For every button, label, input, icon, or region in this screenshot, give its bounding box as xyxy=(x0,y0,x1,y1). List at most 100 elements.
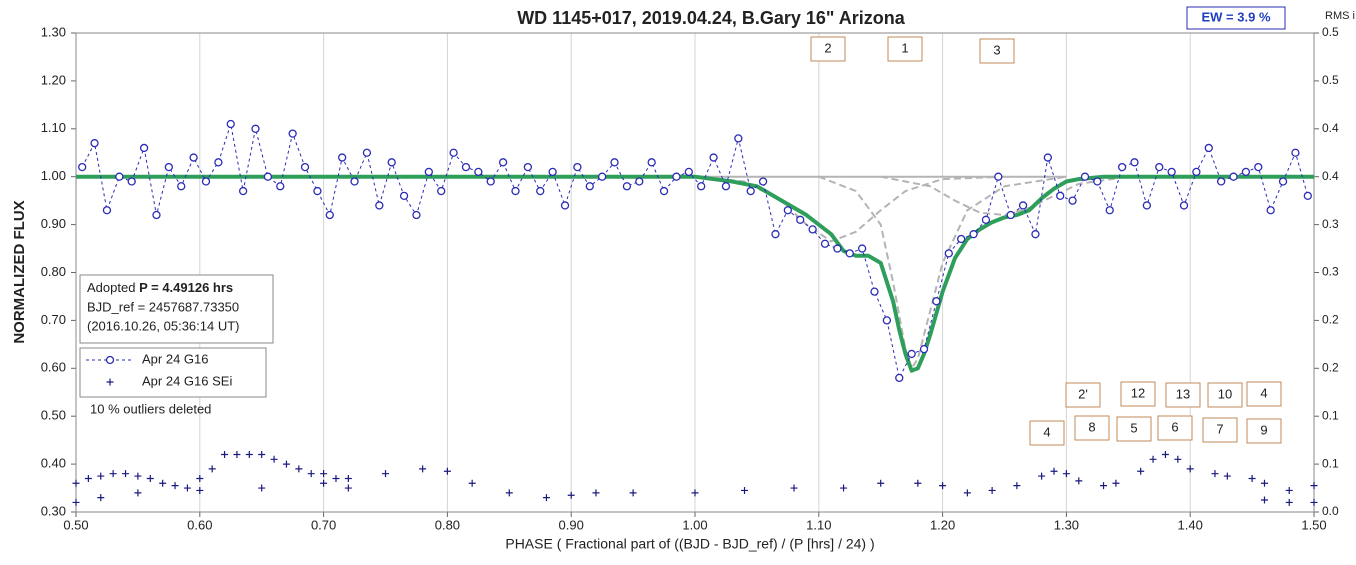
data-point xyxy=(288,129,297,138)
data-point xyxy=(981,215,991,224)
data-point xyxy=(1260,496,1268,504)
annotation-box xyxy=(1246,418,1282,444)
data-point xyxy=(221,451,229,459)
annotation-box xyxy=(1116,416,1152,442)
data-point xyxy=(146,474,154,482)
data-point xyxy=(344,474,352,482)
data-point xyxy=(127,177,136,186)
data-point xyxy=(1080,172,1090,181)
data-point xyxy=(721,182,731,191)
annotation-label: 8 xyxy=(1088,419,1095,434)
data-point xyxy=(1093,177,1102,186)
data-point xyxy=(771,230,780,239)
data-point xyxy=(276,182,285,191)
info-box xyxy=(79,274,274,344)
x-tick-label: 1.30 xyxy=(1054,517,1079,532)
annotation-box xyxy=(1074,415,1110,441)
annotation-label: 12 xyxy=(1131,385,1145,400)
annotation-label: 3 xyxy=(993,42,1000,57)
y2-tick-label: 0.4 xyxy=(1322,121,1339,135)
data-point xyxy=(171,482,179,490)
data-point xyxy=(196,486,204,494)
data-point xyxy=(1229,172,1238,181)
data-point xyxy=(1179,201,1189,210)
data-point xyxy=(741,486,749,494)
data-point xyxy=(758,177,768,186)
y-tick-label: 0.50 xyxy=(41,408,66,423)
data-point xyxy=(486,177,495,186)
data-point xyxy=(139,143,149,153)
data-point xyxy=(567,491,575,499)
y2-tick-label: 0.1 xyxy=(1322,408,1339,422)
data-point xyxy=(338,153,347,162)
data-point xyxy=(122,470,130,478)
data-point xyxy=(560,201,570,210)
note: 10 % outliers deleted xyxy=(90,401,211,416)
data-point xyxy=(109,470,117,478)
data-point xyxy=(709,153,718,162)
data-point xyxy=(734,134,743,143)
y2-tick-label: 0.3 xyxy=(1322,217,1339,231)
legend-marker xyxy=(106,378,114,386)
data-point xyxy=(840,484,848,492)
data-point xyxy=(523,162,533,172)
data-point xyxy=(245,451,253,459)
data-point xyxy=(375,201,384,210)
annotation-label: 4 xyxy=(1260,385,1267,400)
data-point xyxy=(907,349,916,359)
y2-tick-label: 0.5 xyxy=(1322,25,1339,39)
data-point xyxy=(382,470,389,478)
data-point xyxy=(387,158,396,167)
plot-frame xyxy=(75,32,1315,513)
data-point xyxy=(84,474,92,482)
data-point xyxy=(313,186,322,196)
data-point xyxy=(183,484,191,492)
data-point xyxy=(90,139,99,148)
data-point xyxy=(461,162,471,172)
data-point xyxy=(1266,206,1275,215)
data-point xyxy=(857,244,867,253)
data-point xyxy=(208,465,216,473)
info-period-value: P = 4.49126 hrs xyxy=(139,280,233,295)
data-point xyxy=(622,182,632,191)
annotation-box xyxy=(810,36,846,62)
data-point xyxy=(1056,191,1065,201)
data-point xyxy=(1100,482,1108,490)
data-point xyxy=(177,182,186,191)
data-point xyxy=(238,186,248,196)
y-tick-label: 1.20 xyxy=(41,72,66,87)
y-tick-label: 0.40 xyxy=(41,456,66,471)
data-point xyxy=(1031,230,1040,239)
data-point xyxy=(134,489,142,497)
data-point xyxy=(72,479,80,487)
y-tick-label: 0.90 xyxy=(41,216,66,231)
legend-marker xyxy=(105,355,115,365)
data-point xyxy=(1006,210,1015,220)
data-point xyxy=(1167,167,1176,177)
data-point xyxy=(1278,177,1288,186)
data-point xyxy=(263,172,273,181)
chart-title: WD 1145+017, 2019.04.24, B.Gary 16" Ariz… xyxy=(517,8,906,28)
data-point xyxy=(790,484,798,492)
annotation-label: 13 xyxy=(1176,386,1190,401)
data-point xyxy=(939,482,947,490)
data-point xyxy=(468,479,476,487)
data-point xyxy=(159,479,167,487)
data-point xyxy=(944,249,953,258)
y-tick-label: 1.30 xyxy=(41,24,66,39)
data-point xyxy=(1050,467,1058,475)
x-tick-label: 0.80 xyxy=(435,517,460,532)
series-line xyxy=(880,175,1129,217)
data-point xyxy=(97,472,105,480)
data-point xyxy=(592,489,600,497)
annotation-label: 2 xyxy=(824,40,831,55)
data-point xyxy=(1174,455,1182,463)
data-point xyxy=(659,186,669,196)
y2-tick-label: 0.5 xyxy=(1322,73,1339,87)
y2-tick-label: 0.2 xyxy=(1322,313,1339,327)
data-point xyxy=(115,172,124,181)
x-tick-label: 1.50 xyxy=(1301,517,1326,532)
data-point xyxy=(808,225,817,234)
x-tick-label: 0.70 xyxy=(311,517,336,532)
data-point xyxy=(320,470,328,478)
